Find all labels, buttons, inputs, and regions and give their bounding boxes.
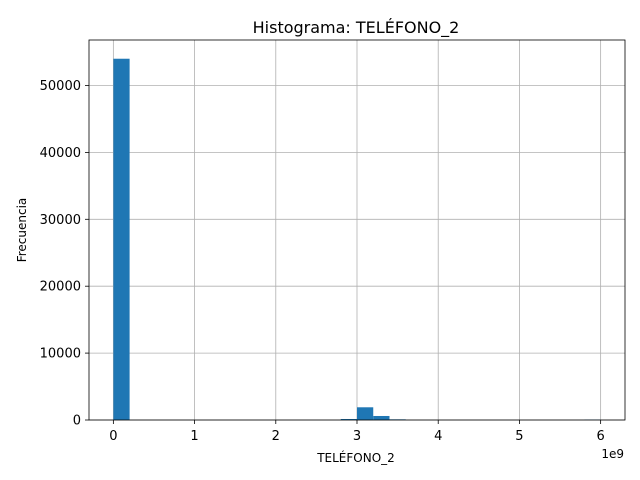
y-tick-label: 10000 bbox=[40, 347, 81, 362]
x-ticks: 0 1 2 3 4 5 6 bbox=[109, 420, 605, 444]
x-tick-label: 1 bbox=[190, 429, 198, 444]
histogram-bar bbox=[113, 58, 130, 421]
y-tick-label: 50000 bbox=[40, 79, 81, 94]
histogram-bar bbox=[340, 418, 357, 420]
grid bbox=[89, 40, 625, 421]
histogram-bar bbox=[373, 415, 390, 420]
y-tick-label: 30000 bbox=[40, 213, 81, 228]
x-tick-label: 4 bbox=[434, 429, 442, 444]
chart-title: Histograma: TELÉFONO_2 bbox=[253, 18, 460, 38]
histogram-bar bbox=[357, 407, 374, 420]
x-tick-label: 5 bbox=[515, 429, 523, 444]
x-tick-label: 3 bbox=[353, 429, 361, 444]
x-tick-label: 6 bbox=[596, 429, 604, 444]
x-axis-label: TELÉFONO_2 bbox=[316, 450, 395, 465]
y-ticks: 0 10000 20000 30000 40000 50000 bbox=[40, 79, 89, 429]
y-axis-label: Frecuencia bbox=[15, 198, 29, 263]
y-tick-label: 40000 bbox=[40, 146, 81, 161]
y-tick-label: 20000 bbox=[40, 280, 81, 295]
x-tick-label: 0 bbox=[109, 429, 117, 444]
y-tick-label: 0 bbox=[73, 414, 81, 429]
x-tick-label: 2 bbox=[272, 429, 280, 444]
x-offset-label: 1e9 bbox=[601, 447, 624, 461]
